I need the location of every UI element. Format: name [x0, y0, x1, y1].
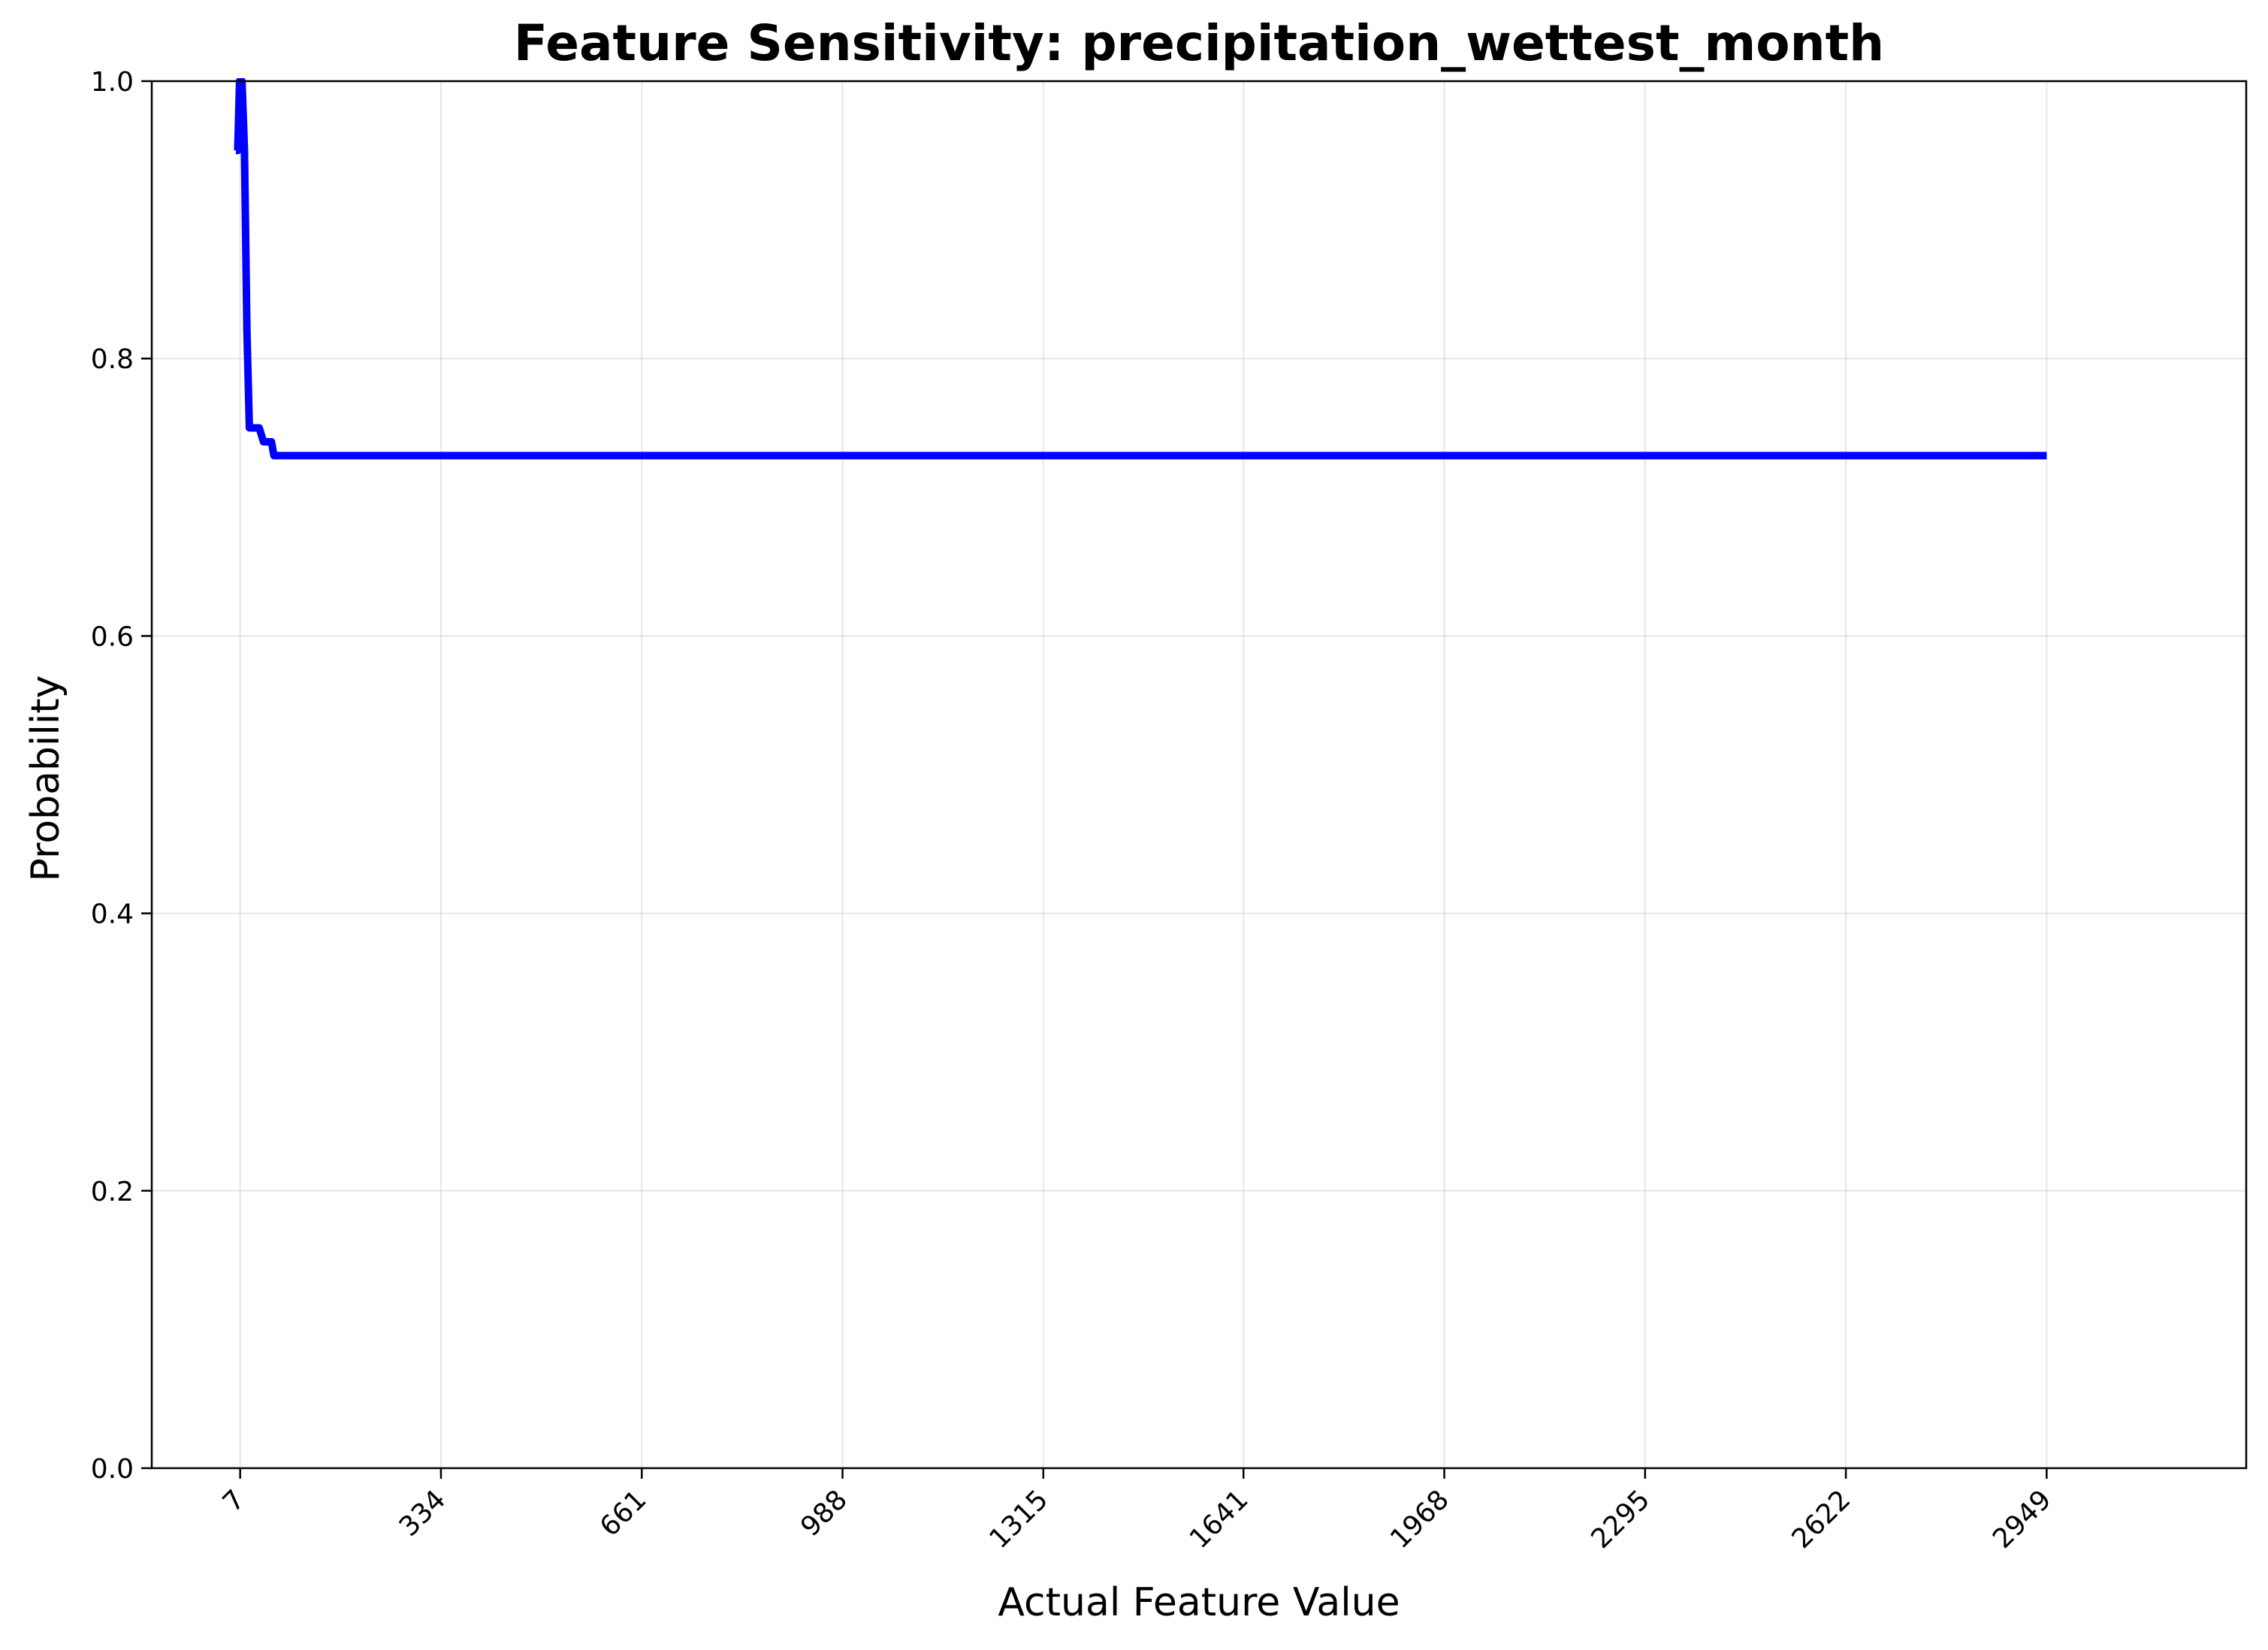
y-axis-label: Probability — [23, 675, 68, 882]
y-tick-label: 0.6 — [91, 621, 134, 652]
y-tick-label: 0.4 — [91, 899, 134, 930]
y-tick-label: 0.0 — [91, 1454, 134, 1485]
axes-frame — [150, 80, 2248, 1470]
y-tick-label: 0.8 — [91, 344, 134, 375]
y-tick-label: 1.0 — [91, 67, 134, 98]
chart-title: Feature Sensitivity: precipitation_wette… — [514, 14, 1884, 72]
x-axis-label: Actual Feature Value — [998, 1580, 1400, 1625]
y-tick-label: 0.2 — [91, 1177, 134, 1207]
